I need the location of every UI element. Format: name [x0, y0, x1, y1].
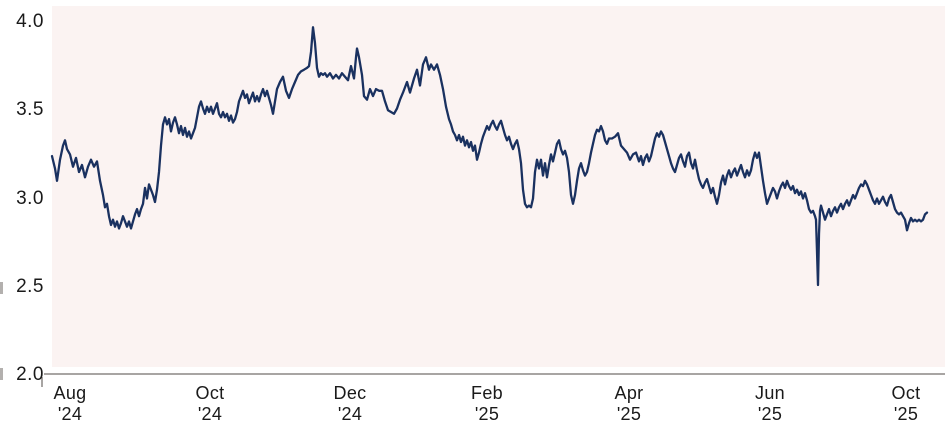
y-edge-tick-2-0: [0, 368, 3, 380]
x-tick-year: '25: [474, 404, 500, 424]
y-tick-label: 2.5: [16, 275, 44, 297]
x-tick-year: '24: [57, 404, 83, 424]
x-axis-line: [44, 373, 945, 375]
x-tick-label: Apr '25: [615, 383, 644, 425]
y-tick-label: 3.5: [16, 99, 44, 121]
x-tick-month: Dec: [333, 383, 367, 403]
x-tick-year: '25: [893, 404, 919, 424]
yield-line: [50, 26, 929, 287]
x-tick-year: '25: [616, 404, 642, 424]
x-tick-month: Apr: [614, 383, 644, 403]
x-tick-month: Feb: [471, 383, 503, 403]
y-tick-label: 3.0: [16, 187, 44, 209]
x-tick-month: Oct: [195, 383, 225, 403]
x-tick-label: Feb '25: [471, 383, 503, 425]
plot-area: [52, 6, 945, 367]
x-tick-label: Aug '24: [54, 383, 87, 425]
x-tick-year: '25: [757, 404, 783, 424]
y-tick-label: 2.0: [16, 364, 44, 385]
y-tick-label: 4.0: [16, 11, 44, 32]
y-edge-tick-2-5: [0, 282, 3, 294]
x-tick-label: Oct '25: [892, 383, 921, 425]
x-tick-label: Jun '25: [755, 383, 785, 425]
x-tick-month: Jun: [755, 383, 785, 403]
x-tick-label: Dec '24: [334, 383, 367, 425]
x-tick-year: '24: [337, 404, 363, 424]
x-tick-month: Aug: [53, 383, 87, 403]
line-series-svg: [50, 26, 929, 287]
axis-start-tick: [41, 377, 43, 387]
x-tick-month: Oct: [891, 383, 921, 403]
x-tick-label: Oct '24: [196, 383, 225, 425]
x-tick-year: '24: [197, 404, 223, 424]
